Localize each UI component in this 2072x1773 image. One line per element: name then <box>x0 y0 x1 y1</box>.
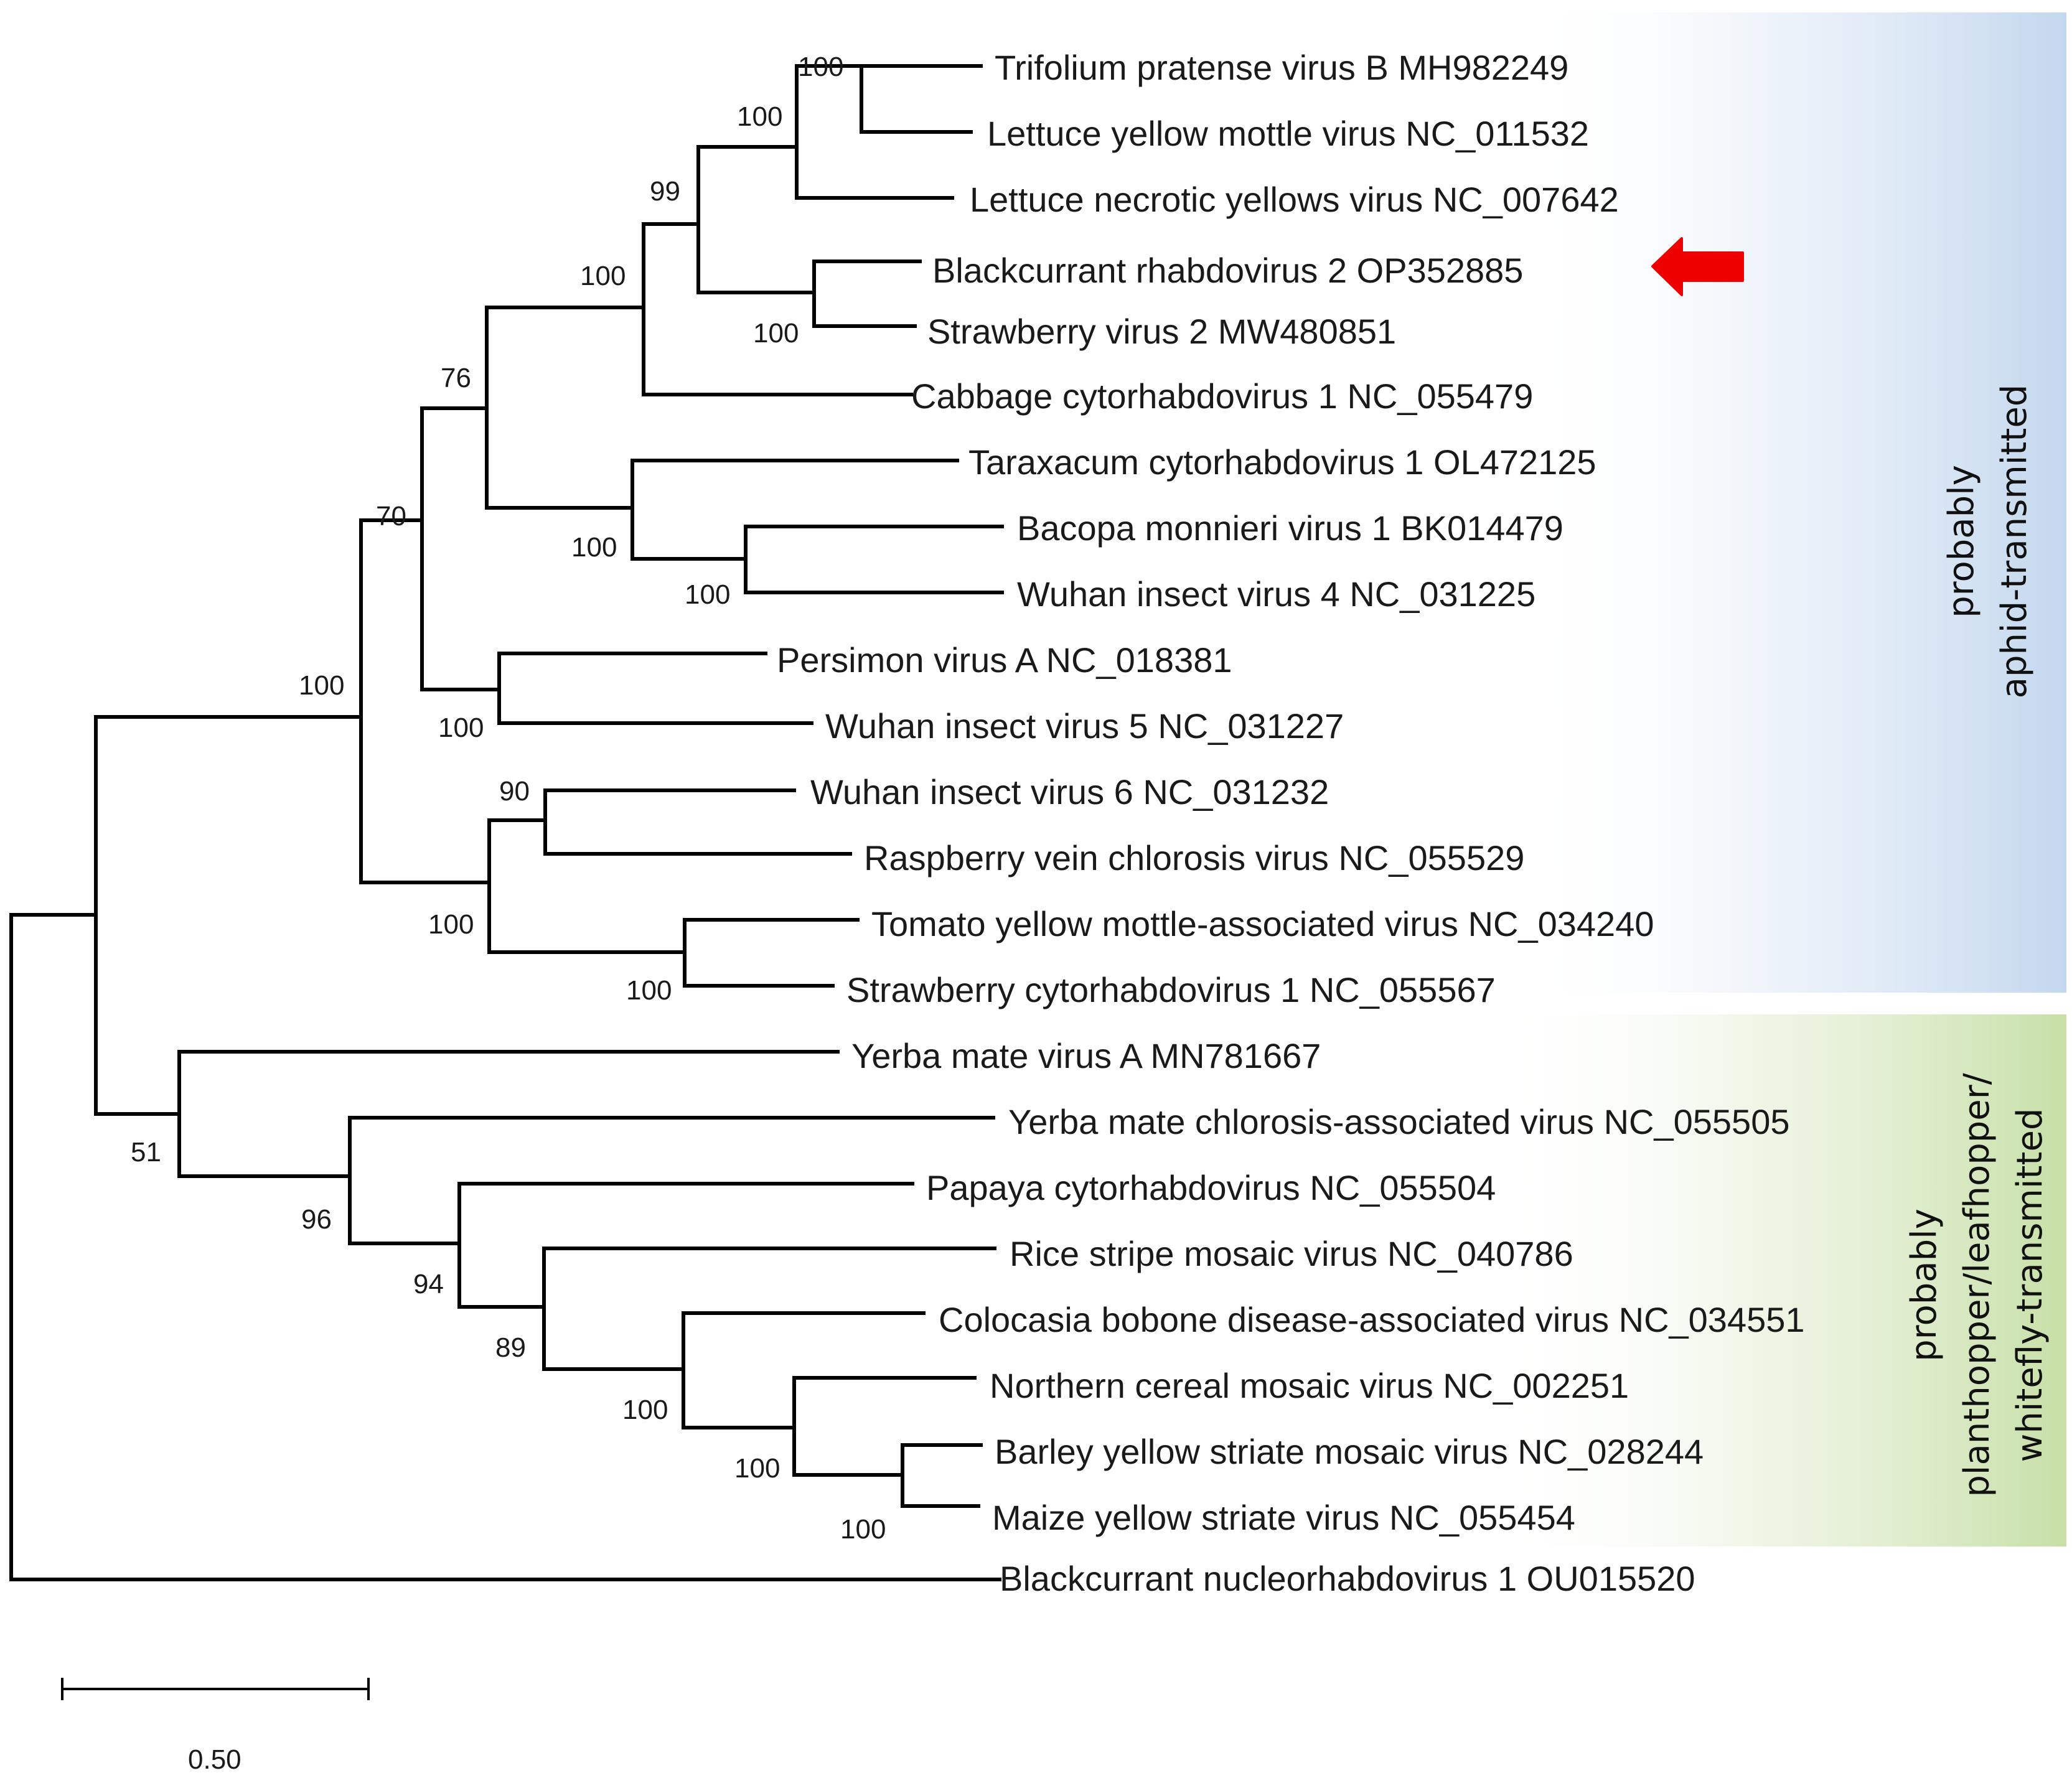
leaf-label: Papaya cytorhabdovirus NC_055504 <box>926 1168 1496 1207</box>
leaf-label: Strawberry cytorhabdovirus 1 NC_055567 <box>846 970 1496 1009</box>
bootstrap-value: 100 <box>626 975 672 1006</box>
leaf-label: Wuhan insect virus 6 NC_031232 <box>810 772 1329 812</box>
aphid-group-label: probably aphid-transmitted <box>1941 385 2035 699</box>
bootstrap-value: 100 <box>737 101 782 132</box>
aphid-label-line1: probably <box>1941 465 1982 618</box>
leaf-label: Northern cereal mosaic virus NC_002251 <box>990 1366 1629 1405</box>
aphid-group-band <box>1519 12 2066 993</box>
leaf-label: Barley yellow striate mosaic virus NC_02… <box>995 1432 1704 1471</box>
leaf-label: Tomato yellow mottle-associated virus NC… <box>871 904 1654 943</box>
bootstrap-value: 100 <box>685 579 730 610</box>
leaf-label: Wuhan insect virus 5 NC_031227 <box>825 706 1344 746</box>
planthopper-group-band <box>1494 1014 2066 1546</box>
bootstrap-value: 96 <box>301 1204 332 1235</box>
leaf-label: Bacopa monnieri virus 1 BK014479 <box>1017 508 1563 548</box>
leaf-label: Persimon virus A NC_018381 <box>777 640 1232 680</box>
bootstrap-value: 90 <box>499 776 530 807</box>
bootstrap-value: 100 <box>753 318 799 349</box>
highlight-arrow-icon <box>1651 237 1744 296</box>
bootstrap-value: 100 <box>580 261 626 291</box>
planthopper-group-label: probably planthopper/leafhopper/ whitefl… <box>1904 1073 2050 1497</box>
bootstrap-value: 100 <box>622 1395 668 1425</box>
leaf-label: Rice stripe mosaic virus NC_040786 <box>1010 1234 1573 1273</box>
bootstrap-value: 70 <box>376 501 406 531</box>
bootstrap-value: 89 <box>495 1332 526 1363</box>
aphid-label-line2: aphid-transmitted <box>1994 385 2035 699</box>
leaf-label: Strawberry virus 2 MW480851 <box>927 312 1396 351</box>
leaf-label: Wuhan insect virus 4 NC_031225 <box>1017 574 1535 614</box>
leaf-label: Yerba mate virus A MN781667 <box>851 1036 1321 1075</box>
leaf-label: Raspberry vein chlorosis virus NC_055529 <box>864 838 1524 877</box>
branches <box>9 64 1004 1581</box>
leaf-label: Lettuce yellow mottle virus NC_011532 <box>987 114 1589 153</box>
leaf-label: Colocasia bobone disease-associated viru… <box>939 1300 1805 1339</box>
leaf-label: Maize yellow striate virus NC_055454 <box>992 1498 1575 1537</box>
bootstrap-value: 100 <box>438 713 484 743</box>
leaf-label: Blackcurrant nucleorhabdovirus 1 OU01552… <box>1000 1559 1695 1598</box>
planthopper-label-line2: planthopper/leafhopper/ <box>1957 1073 1997 1497</box>
bootstrap-value: 100 <box>734 1453 780 1484</box>
planthopper-label-line3: whitefly-transmitted <box>2010 1108 2050 1462</box>
bootstrap-value: 99 <box>650 176 680 207</box>
leaf-label: Taraxacum cytorhabdovirus 1 OL472125 <box>968 442 1596 482</box>
leaf-label: Lettuce necrotic yellows virus NC_007642 <box>970 180 1619 219</box>
planthopper-label-line1: probably <box>1904 1209 1944 1362</box>
bootstrap-value: 100 <box>299 670 344 701</box>
bootstrap-value: 76 <box>441 363 471 393</box>
bootstrap-value: 100 <box>840 1514 886 1545</box>
leaf-label: Yerba mate chlorosis-associated virus NC… <box>1008 1102 1790 1141</box>
scale-bar-label: 0.50 <box>188 1744 241 1773</box>
bootstrap-value: 100 <box>428 909 474 940</box>
bootstrap-value: 94 <box>413 1269 444 1299</box>
bootstrap-values: 100 100 99 100 100 76 100 100 70 100 100… <box>131 52 886 1545</box>
leaf-label: Blackcurrant rhabdovirus 2 OP352885 <box>932 251 1523 290</box>
bootstrap-value: 100 <box>798 52 843 82</box>
bootstrap-value: 100 <box>571 532 617 563</box>
leaf-label: Cabbage cytorhabdovirus 1 NC_055479 <box>911 377 1533 416</box>
scale-bar <box>61 1678 370 1700</box>
leaf-labels: Trifolium pratense virus B MH982249 Lett… <box>777 48 1805 1598</box>
leaf-label: Trifolium pratense virus B MH982249 <box>995 48 1568 87</box>
bootstrap-value: 51 <box>131 1137 161 1167</box>
